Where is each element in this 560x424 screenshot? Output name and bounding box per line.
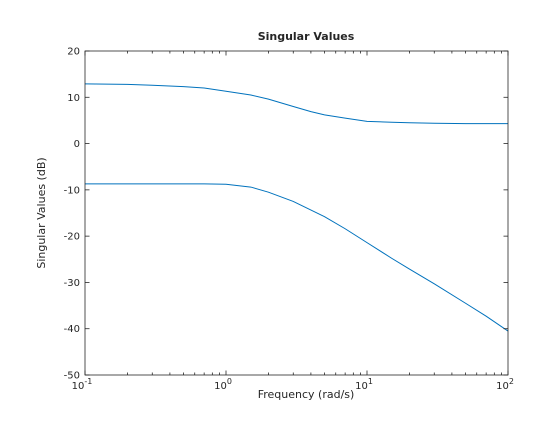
x-tick-label: 100 bbox=[214, 377, 232, 392]
plot-area bbox=[85, 51, 508, 375]
y-tick-label: -30 bbox=[64, 278, 80, 289]
y-tick-label: -40 bbox=[64, 324, 80, 335]
y-tick-label: -50 bbox=[64, 371, 80, 382]
series-line-1 bbox=[84, 83, 508, 125]
chart-title: Singular Values bbox=[258, 30, 355, 43]
ticks-layer bbox=[84, 50, 509, 376]
x-tick-label: 101 bbox=[355, 377, 373, 392]
axes-box bbox=[84, 50, 509, 376]
y-tick-label: 20 bbox=[67, 47, 80, 58]
x-tick-labels: 10-1 100 101 102 bbox=[72, 377, 514, 392]
series-line-2 bbox=[85, 183, 509, 332]
y-tick-label: -10 bbox=[64, 185, 80, 196]
x-axis-title: Frequency (rad/s) bbox=[258, 388, 355, 401]
y-tick-label: 0 bbox=[74, 139, 80, 150]
x-tick-label: 102 bbox=[496, 377, 514, 392]
y-tick-label: 10 bbox=[67, 93, 80, 104]
x-tick-label: 10-1 bbox=[72, 377, 93, 392]
y-tick-labels: 20 10 0 -10 -20 -30 -40 -50 bbox=[64, 47, 80, 382]
series-layer bbox=[84, 83, 509, 332]
y-axis-title: Singular Values (dB) bbox=[35, 157, 48, 268]
y-tick-label: -20 bbox=[64, 232, 80, 243]
